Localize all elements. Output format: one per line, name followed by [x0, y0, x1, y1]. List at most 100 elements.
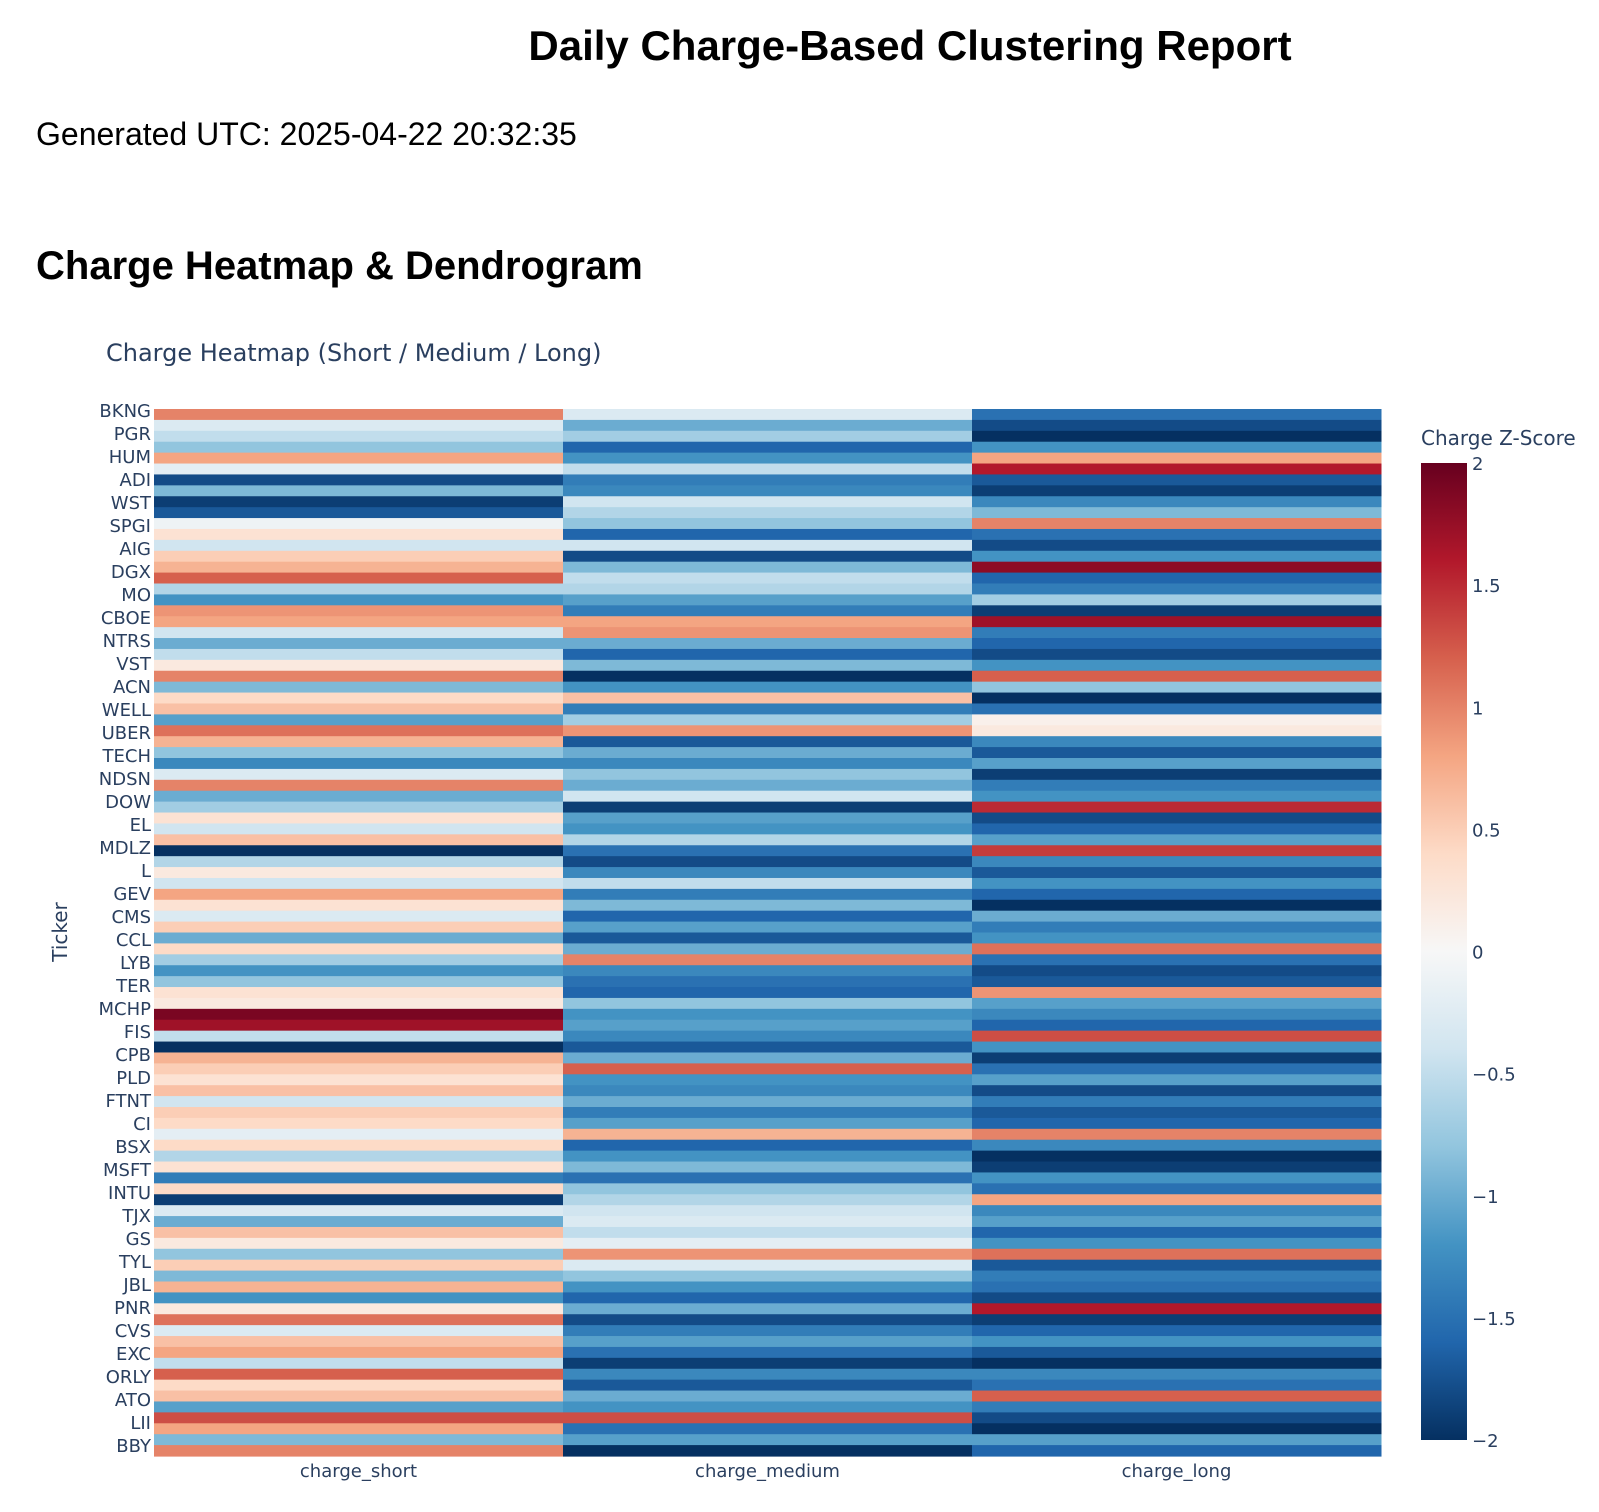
- y-tick-label: PGR: [114, 424, 151, 445]
- heatmap-cell: [972, 1445, 1382, 1457]
- heatmap-cell: [154, 1128, 564, 1141]
- y-tick-label: BSX: [115, 1137, 151, 1158]
- heatmap-cell: [154, 1390, 564, 1403]
- heatmap-cell: [154, 714, 564, 726]
- x-tick-label: charge_medium: [695, 1461, 840, 1482]
- y-tick-label: CMS: [111, 907, 151, 928]
- heatmap-cell: [154, 670, 564, 683]
- heatmap-cell: [972, 758, 1382, 770]
- heatmap-cell: [972, 1270, 1382, 1283]
- colorbar-tick-label: 0.5: [1472, 820, 1501, 841]
- heatmap-cell: [972, 736, 1382, 748]
- heatmap-cell: [972, 1139, 1382, 1152]
- heatmap-cell: [154, 1423, 564, 1435]
- y-tick-label: PNR: [114, 1298, 151, 1319]
- heatmap-cell: [154, 1445, 564, 1457]
- x-tick-label: charge_long: [1122, 1461, 1232, 1482]
- heatmap-cell: [563, 419, 973, 432]
- heatmap-cell: [563, 1445, 973, 1457]
- y-tick-label: MDLZ: [99, 838, 151, 859]
- heatmap-cell: [154, 1434, 564, 1446]
- heatmap-cell: [972, 768, 1382, 781]
- heatmap-cell: [154, 1237, 564, 1250]
- heatmap-cell: [154, 1248, 564, 1261]
- heatmap-cell: [972, 670, 1382, 683]
- y-tick-label: DOW: [105, 792, 151, 813]
- heatmap-cell: [972, 1052, 1382, 1064]
- heatmap-cell: [563, 1041, 973, 1054]
- heatmap-cell: [972, 1423, 1382, 1435]
- heatmap-cell: [972, 747, 1382, 759]
- y-axis-ticks: BKNGPGRHUMADIWSTSPGIAIGDGXMOCBOENTRSVSTA…: [99, 401, 153, 1457]
- heatmap-cell: [972, 507, 1382, 519]
- heatmap-cell: [972, 1183, 1382, 1195]
- y-tick-label: LYB: [120, 953, 151, 974]
- heatmap-cell: [972, 409, 1382, 421]
- heatmap-cell: [972, 550, 1382, 563]
- heatmap-cell: [154, 987, 564, 999]
- colorbar-tick-label: −2: [1472, 1431, 1499, 1452]
- heatmap-cell: [154, 561, 564, 574]
- heatmap-cell: [972, 463, 1382, 476]
- heatmap-cell: [154, 539, 564, 552]
- heatmap-cell: [563, 779, 973, 792]
- heatmap-cell: [563, 1379, 973, 1392]
- heatmap-cell: [972, 681, 1382, 694]
- heatmap-cell: [563, 1434, 973, 1446]
- heatmap-cell: [972, 1336, 1382, 1348]
- heatmap-cell: [563, 463, 973, 476]
- heatmap-cell: [972, 496, 1382, 508]
- generated-timestamp: Generated UTC: 2025-04-22 20:32:35: [36, 116, 577, 152]
- heatmap-cell: [972, 583, 1382, 596]
- heatmap-cell: [563, 1019, 973, 1032]
- heatmap-cell: [972, 539, 1382, 552]
- colorbar-tick-label: 0: [1472, 943, 1483, 964]
- heatmap-cell: [154, 910, 564, 923]
- colorbar-ticks: −2 −1.5 −1 −0.5 0 0.5 1 1.5 2: [1472, 454, 1516, 1452]
- heatmap-cell: [154, 943, 564, 955]
- heatmap-cell: [154, 1325, 564, 1337]
- y-tick-label: TER: [115, 976, 151, 997]
- colorbar-tick-label: −0.5: [1472, 1065, 1516, 1086]
- heatmap-cell: [563, 550, 973, 563]
- heatmap-cell: [154, 1303, 564, 1315]
- y-tick-label: DGX: [111, 562, 151, 583]
- heatmap-cell: [563, 1216, 973, 1228]
- heatmap-cell: [563, 572, 973, 585]
- heatmap-cell: [154, 976, 564, 988]
- heatmap-cell: [563, 485, 973, 497]
- heatmap-cell: [972, 1281, 1382, 1294]
- heatmap-cell: [972, 1390, 1382, 1403]
- heatmap-cell: [563, 790, 973, 803]
- heatmap-cell: [972, 474, 1382, 486]
- y-tick-label: INTU: [108, 1183, 151, 1204]
- heatmap-cell: [563, 1303, 973, 1315]
- heatmap-cell: [972, 1107, 1382, 1119]
- heatmap-cell: [563, 1357, 973, 1370]
- y-tick-label: WST: [111, 493, 152, 514]
- heatmap-cell: [154, 888, 564, 901]
- heatmap-cell: [154, 616, 564, 628]
- heatmap-cell: [154, 1096, 564, 1108]
- heatmap-cell: [563, 1183, 973, 1195]
- section-title: Charge Heatmap & Dendrogram: [36, 244, 643, 288]
- heatmap-cell: [154, 725, 564, 737]
- y-tick-label: MO: [121, 585, 151, 606]
- heatmap-cell: [563, 1423, 973, 1435]
- heatmap-cell: [154, 430, 564, 443]
- heatmap-cell: [972, 1226, 1382, 1239]
- heatmap-cell: [563, 1390, 973, 1403]
- heatmap-cell: [563, 725, 973, 737]
- heatmap-cell: [154, 692, 564, 705]
- heatmap-cell: [972, 1030, 1382, 1043]
- colorbar-tick-label: −1.5: [1472, 1309, 1516, 1330]
- heatmap-cell: [972, 1063, 1382, 1075]
- heatmap-cell: [563, 714, 973, 726]
- y-tick-label: ATO: [115, 1390, 151, 1411]
- heatmap-cell: [972, 1237, 1382, 1250]
- heatmap-cell: [972, 616, 1382, 628]
- heatmap-cell: [154, 1401, 564, 1413]
- heatmap-cell: [972, 1161, 1382, 1174]
- heatmap-cell: [154, 1063, 564, 1075]
- heatmap-cell: [972, 638, 1382, 650]
